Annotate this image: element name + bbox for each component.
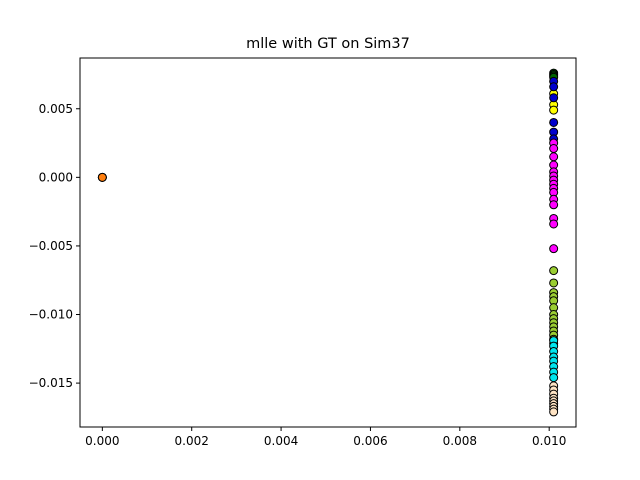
scatter-point [549, 105, 559, 115]
scatter-point [549, 407, 559, 417]
scatter-point [549, 82, 559, 92]
x-tick-label: 0.002 [175, 434, 209, 448]
scatter-point [549, 244, 559, 254]
x-axis-ticks: 0.000 0.002 0.004 0.006 0.008 0.010 [85, 427, 566, 448]
scatter-point [549, 200, 559, 210]
chart-title: mlle with GT on Sim37 [246, 36, 410, 52]
y-tick-label: 0.000 [39, 170, 73, 184]
scatter-point [97, 172, 107, 182]
x-tick-label: 0.000 [85, 434, 119, 448]
scatter-point [549, 278, 559, 288]
scatter-point [549, 152, 559, 162]
x-tick-label: 0.008 [443, 434, 477, 448]
x-tick-label: 0.004 [264, 434, 298, 448]
data-points [97, 68, 559, 417]
x-tick-label: 0.010 [532, 434, 566, 448]
y-tick-label: −0.010 [29, 308, 73, 322]
scatter-point [549, 266, 559, 276]
y-tick-label: −0.005 [29, 239, 73, 253]
plot-frame [79, 57, 577, 428]
scatter-point [549, 219, 559, 229]
scatter-point [549, 144, 559, 154]
x-tick-label: 0.006 [353, 434, 387, 448]
scatter-point [549, 93, 559, 103]
scatter-point [549, 373, 559, 383]
scatter-point [549, 117, 559, 127]
y-tick-label: −0.015 [29, 376, 73, 390]
y-tick-label: 0.005 [39, 102, 73, 116]
y-axis-ticks: 0.005 0.000 −0.005 −0.010 −0.015 [29, 102, 80, 390]
